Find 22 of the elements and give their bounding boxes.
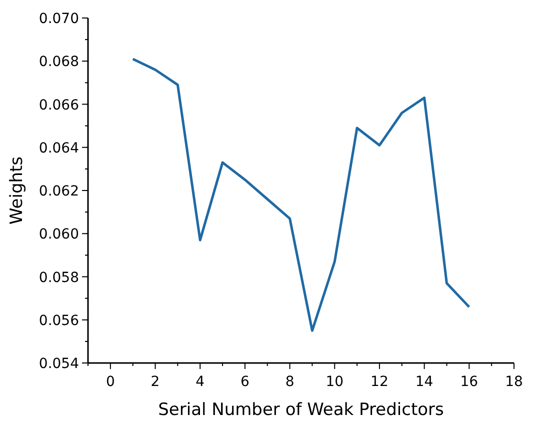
- x-tick-label: 4: [196, 374, 205, 390]
- x-tick-label: 2: [150, 374, 160, 390]
- y-tick-label: 0.056: [38, 312, 80, 329]
- x-tick-label: 14: [415, 374, 434, 390]
- y-tick-label: 0.060: [38, 226, 79, 243]
- x-tick-label: 16: [460, 374, 478, 390]
- x-tick-label: 18: [505, 374, 523, 390]
- x-tick-label: 10: [326, 374, 344, 390]
- line-series: [132, 58, 470, 332]
- y-axis-title: Weights: [7, 156, 27, 225]
- y-tick-label: 0.068: [38, 54, 79, 70]
- x-tick-label: 6: [240, 374, 250, 390]
- x-tick-label: 8: [285, 374, 294, 390]
- y-tick-label: 0.062: [38, 184, 79, 200]
- y-tick-label: 0.054: [38, 356, 80, 372]
- y-tick-label: 0.058: [38, 270, 79, 286]
- x-tick-label: 12: [370, 374, 388, 390]
- y-tick-label: 0.064: [38, 140, 80, 156]
- x-axis-title: Serial Number of Weak Predictors: [158, 400, 444, 420]
- x-tick-label: 0: [106, 374, 115, 390]
- y-tick-label: 0.070: [38, 11, 79, 27]
- y-tick-label: 0.066: [38, 97, 80, 114]
